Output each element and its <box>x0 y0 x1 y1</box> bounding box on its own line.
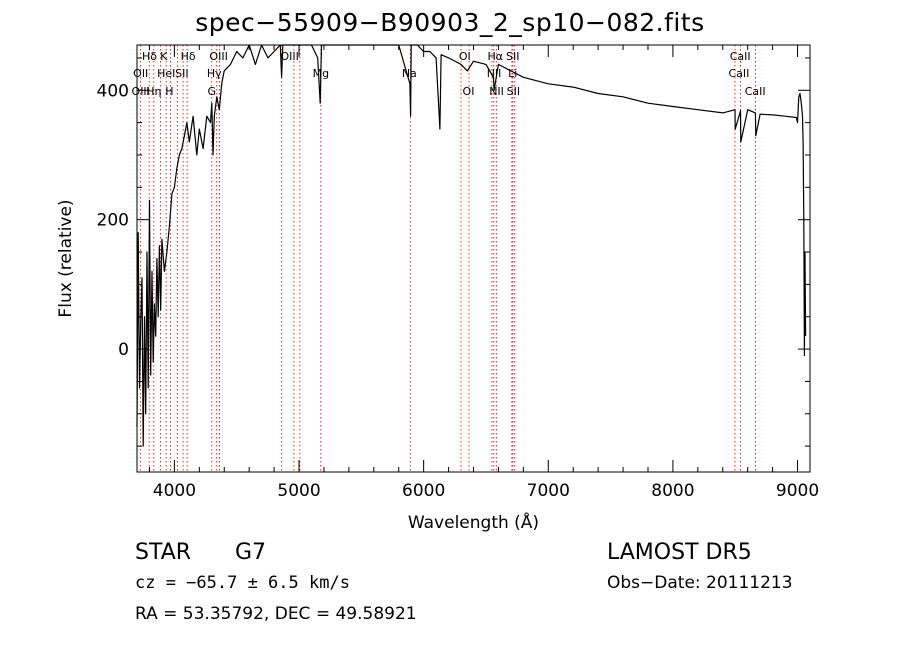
line-label: NII <box>489 85 504 98</box>
x-tick-label: 5000 <box>277 481 320 501</box>
line-label: Na <box>402 67 417 80</box>
x-tick-label: 7000 <box>527 481 570 501</box>
chart-title: spec−55909−B90903_2_sp10−082.fits <box>195 8 705 37</box>
spectrum-series <box>136 44 807 447</box>
y-tick-label: 400 <box>97 81 129 101</box>
line-label: CaII <box>730 50 751 63</box>
y-axis: 0 200 400 <box>97 57 810 447</box>
coordinates: RA = 53.35792, DEC = 49.58921 <box>135 604 417 624</box>
spectrum-line <box>136 44 807 447</box>
line-label: Hγ <box>207 67 222 80</box>
y-tick-label: 200 <box>97 211 129 231</box>
spectral-line-markers <box>139 45 756 472</box>
x-tick-label: 8000 <box>651 481 694 501</box>
line-label: SII <box>175 67 188 80</box>
line-label: K <box>160 50 168 63</box>
redshift-value: cz = −65.7 ± 6.5 km/s <box>135 573 350 593</box>
survey-name: LAMOST DR5 <box>607 540 752 565</box>
y-axis-label: Flux (relative) <box>56 199 76 317</box>
line-label: SII <box>506 50 519 63</box>
line-label: OII <box>133 67 148 80</box>
line-label: OIII <box>132 85 150 98</box>
line-label: G <box>208 85 217 98</box>
x-tick-label: 6000 <box>402 481 445 501</box>
line-label: Hα <box>488 50 504 63</box>
line-label: Li <box>508 67 517 80</box>
line-label: OIII <box>280 50 298 63</box>
line-label: Hδ <box>181 50 196 63</box>
x-tick-label: 9000 <box>776 481 819 501</box>
object-class: STAR <box>135 540 192 565</box>
plot-frame <box>136 44 811 473</box>
line-label: CaII <box>745 85 766 98</box>
line-label: Hδ <box>142 50 157 63</box>
line-label: Hη <box>146 85 161 98</box>
line-label: OI <box>459 50 471 63</box>
y-tick-label: 0 <box>118 340 129 360</box>
line-label: OIII <box>209 50 227 63</box>
line-label: HeI <box>157 67 175 80</box>
x-tick-label: 4000 <box>153 481 196 501</box>
line-label: OI <box>463 85 475 98</box>
line-label: SII <box>507 85 520 98</box>
object-subclass: G7 <box>235 540 267 565</box>
line-label: CaII <box>729 67 750 80</box>
x-axis: 4000 5000 6000 7000 8000 9000 <box>148 45 819 501</box>
x-axis-label: Wavelength (Å) <box>408 511 539 533</box>
line-label: H <box>165 85 173 98</box>
observation-date: Obs−Date: 20111213 <box>607 573 793 593</box>
